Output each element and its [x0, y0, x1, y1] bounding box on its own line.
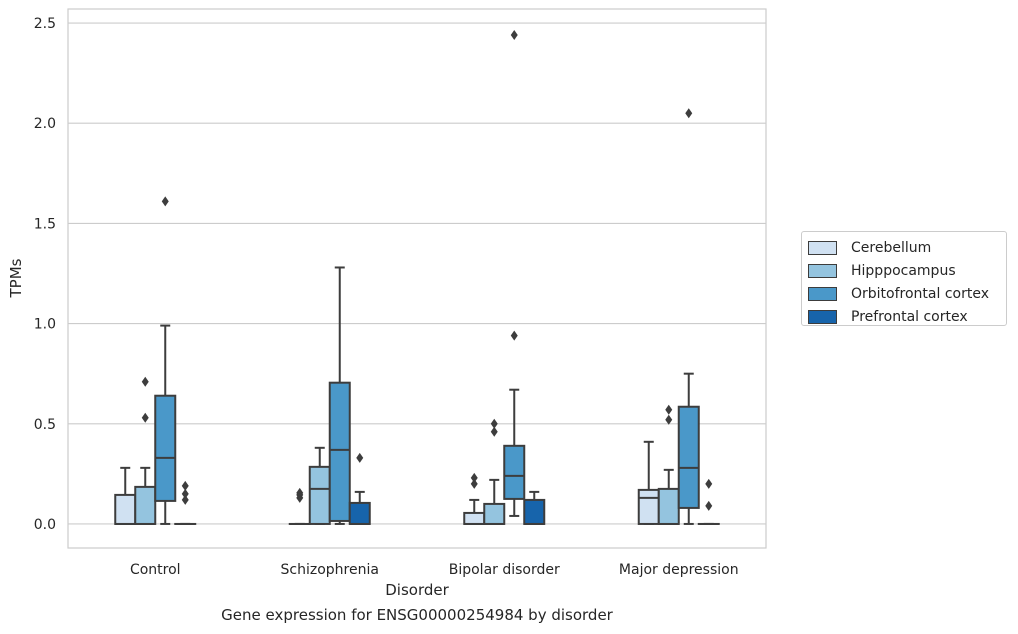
legend-item: Prefrontal cortex	[808, 305, 999, 328]
legend-swatch	[808, 263, 837, 278]
box-2-1	[483, 418, 506, 525]
box-iqr	[308, 465, 331, 525]
box-0-1	[134, 376, 157, 525]
x-tick-label: Schizophrenia	[281, 562, 379, 578]
outlier-point	[665, 404, 673, 415]
outlier-point	[490, 426, 498, 437]
box-2-0	[463, 472, 486, 525]
box-0-3	[174, 480, 197, 525]
box-iqr	[503, 444, 526, 500]
outlier-point	[356, 452, 364, 463]
legend-item: Hipppocampus	[808, 259, 999, 282]
box-1-3	[348, 452, 371, 525]
legend-item: Orbitofrontal cortex	[808, 282, 999, 305]
outlier-point	[181, 480, 189, 491]
legend-label: Prefrontal cortex	[851, 308, 968, 325]
box-iqr	[154, 394, 177, 502]
box-0-2	[154, 196, 177, 525]
y-tick-label: 2.0	[34, 116, 56, 132]
x-axis-ticks: Control Schizophrenia Bipolar disorder Majo…	[130, 562, 739, 578]
outlier-point	[665, 414, 673, 425]
outlier-point	[181, 494, 189, 505]
y-tick-label: 2.5	[34, 16, 56, 32]
x-tick-label: Major depression	[619, 562, 739, 578]
y-tick-label: 1.0	[34, 317, 56, 333]
box-iqr	[677, 405, 700, 509]
legend: Cerebellum Hipppocampus Orbitofrontal cort…	[801, 231, 1007, 326]
box-iqr	[114, 493, 137, 525]
box-iqr	[328, 381, 351, 522]
y-tick-label: 0.5	[34, 417, 56, 433]
box-iqr	[134, 485, 157, 525]
box-3-2	[677, 108, 700, 525]
box-plot-series	[114, 30, 720, 525]
plot-frame	[67, 8, 767, 549]
box-0-0	[114, 466, 137, 525]
box-3-3	[697, 478, 720, 525]
outlier-point	[141, 412, 149, 423]
box-1-0	[288, 487, 311, 525]
outlier-point	[510, 330, 518, 341]
outlier-point	[490, 418, 498, 429]
outlier-point	[685, 108, 693, 119]
legend-swatch	[808, 240, 837, 255]
box-iqr	[637, 488, 660, 525]
x-tick-label: Control	[130, 562, 181, 578]
outlier-point	[181, 488, 189, 499]
outlier-point	[141, 376, 149, 387]
legend-label: Orbitofrontal cortex	[851, 285, 989, 302]
y-axis-label: TPMs	[7, 258, 25, 298]
legend-swatch	[808, 286, 837, 301]
legend-swatch	[808, 309, 837, 324]
y-tick-label: 0.0	[34, 517, 56, 533]
box-iqr	[523, 498, 546, 525]
legend-item: Cerebellum	[808, 236, 999, 259]
box-2-2	[503, 30, 526, 517]
y-tick-label: 1.5	[34, 216, 56, 232]
outlier-point	[705, 478, 713, 489]
outlier-point	[296, 487, 304, 498]
box-iqr	[657, 487, 680, 525]
box-3-1	[657, 404, 680, 525]
x-axis-label: Disorder	[385, 581, 449, 599]
figure-caption: Gene expression for ENSG00000254984 by d…	[221, 606, 613, 624]
x-tick-label: Bipolar disorder	[449, 562, 560, 578]
box-3-0	[637, 440, 660, 525]
box-1-1	[308, 446, 331, 525]
y-axis-ticks: 0.0 0.5 1.0 1.5 2.0 2.5	[34, 16, 56, 533]
box-2-3	[523, 490, 546, 525]
box-iqr	[483, 502, 506, 525]
box-1-2	[328, 266, 351, 525]
outlier-point	[470, 472, 478, 483]
legend-label: Cerebellum	[851, 239, 932, 256]
legend-label: Hipppocampus	[851, 262, 956, 279]
outlier-point	[705, 500, 713, 511]
box-iqr	[348, 501, 371, 525]
outlier-point	[470, 478, 478, 489]
outlier-point	[161, 196, 169, 207]
outlier-point	[510, 30, 518, 41]
box-iqr	[463, 511, 486, 525]
